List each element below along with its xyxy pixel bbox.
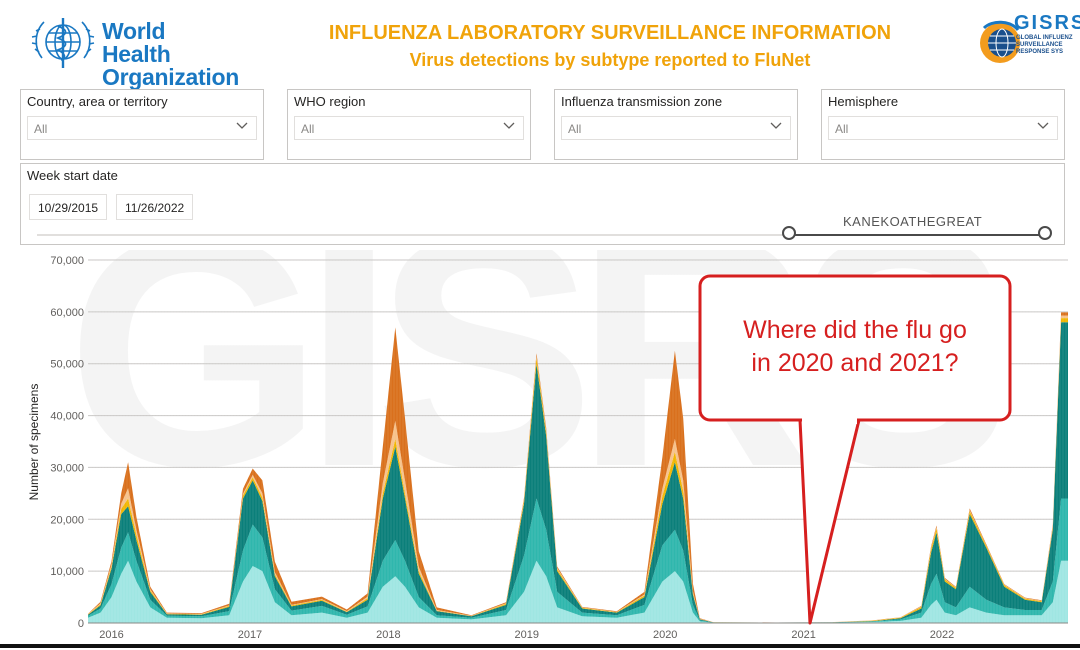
y-tick-label: 40,000 [50, 411, 84, 423]
gisrs-globe-icon [980, 20, 1020, 63]
start-date-input[interactable]: 10/29/2015 [29, 194, 108, 220]
callout-pointer [798, 419, 861, 625]
chevron-down-icon [1037, 122, 1049, 129]
country-dropdown-value: All [34, 122, 48, 136]
callout-bubble: Where did the flu go in 2020 and 2021? [698, 274, 1012, 625]
slider-end-handle[interactable] [1038, 226, 1052, 240]
slider-selected-range [789, 234, 1045, 236]
slider-start-handle[interactable] [782, 226, 796, 240]
gisrs-subtext-line2: SURVEILLANCE [1016, 42, 1063, 48]
slicer-transmission-zone-label: Influenza transmission zone [561, 94, 723, 109]
y-tick-label: 0 [78, 618, 84, 630]
gisrs-logo: GISRS GLOBAL INFLUENZ SURVEILLANCE RESPO… [976, 10, 1080, 76]
callout-text-line2: in 2020 and 2021? [751, 349, 958, 377]
who-name-line1: World Health [102, 18, 171, 67]
transmission-zone-dropdown-value: All [568, 122, 582, 136]
series-area-teal-light [88, 560, 1068, 623]
x-tick-label: 2020 [653, 629, 677, 641]
who-logo: World Health Organization [28, 12, 239, 89]
date-slicer-label: Week start date [27, 168, 118, 183]
x-tick-label: 2022 [930, 629, 954, 641]
chevron-down-icon [503, 122, 515, 129]
chevron-down-icon [770, 122, 782, 129]
slicer-week-start-date: Week start date 10/29/2015 11/26/2022 KA… [20, 163, 1065, 245]
country-dropdown[interactable]: All [27, 116, 257, 140]
who-region-dropdown-value: All [301, 122, 315, 136]
end-date-input[interactable]: 11/26/2022 [116, 194, 194, 220]
y-tick-label: 70,000 [50, 255, 84, 267]
transmission-zone-dropdown[interactable]: All [561, 116, 791, 140]
page-subtitle: Virus detections by subtype reported to … [409, 50, 811, 70]
who-name-line2: Organization [102, 64, 239, 90]
hemisphere-dropdown-value: All [835, 122, 849, 136]
y-tick-label: 10,000 [50, 566, 84, 578]
x-tick-label: 2016 [99, 629, 123, 641]
slicer-country-label: Country, area or territory [27, 94, 168, 109]
slicer-who-region: WHO region All [287, 89, 531, 160]
x-tick-label: 2019 [515, 629, 539, 641]
who-emblem-icon [31, 18, 95, 68]
x-tick-label: 2018 [376, 629, 400, 641]
slicer-hemisphere: Hemisphere All [821, 89, 1065, 160]
callout-text-line1: Where did the flu go [743, 316, 967, 344]
slicer-hemisphere-label: Hemisphere [828, 94, 899, 109]
bottom-border [0, 644, 1080, 648]
y-tick-label: 30,000 [50, 462, 84, 474]
page-title: INFLUENZA LABORATORY SURVEILLANCE INFORM… [328, 22, 892, 44]
gisrs-subtext: GLOBAL INFLUENZ SURVEILLANCE RESPONSE SY… [1016, 35, 1073, 56]
gisrs-wordmark: GISRS [1014, 12, 1080, 34]
gisrs-subtext-line3: RESPONSE SYS [1016, 49, 1064, 55]
slider-track [37, 234, 789, 236]
slicer-transmission-zone: Influenza transmission zone All [554, 89, 798, 160]
y-tick-label: 50,000 [50, 359, 84, 371]
y-axis-title: Number of specimens [27, 384, 41, 501]
flu-detections-chart: GISRS 010,00020,00030,00040,00050,00060,… [27, 250, 1068, 641]
x-tick-label: 2021 [791, 629, 815, 641]
watermark-handle-text: KANEKOATHEGREAT [843, 214, 983, 229]
gisrs-subtext-line1: GLOBAL INFLUENZ [1016, 35, 1073, 41]
slicer-who-region-label: WHO region [294, 94, 366, 109]
x-tick-label: 2017 [238, 629, 262, 641]
who-name: World Health Organization [102, 20, 239, 89]
y-tick-label: 60,000 [50, 307, 84, 319]
callout-joint [802, 414, 857, 424]
y-tick-label: 20,000 [50, 514, 84, 526]
hemisphere-dropdown[interactable]: All [828, 116, 1058, 140]
who-region-dropdown[interactable]: All [294, 116, 524, 140]
callout-box [698, 274, 1012, 422]
chevron-down-icon [236, 122, 248, 129]
slicer-country: Country, area or territory All [20, 89, 264, 160]
